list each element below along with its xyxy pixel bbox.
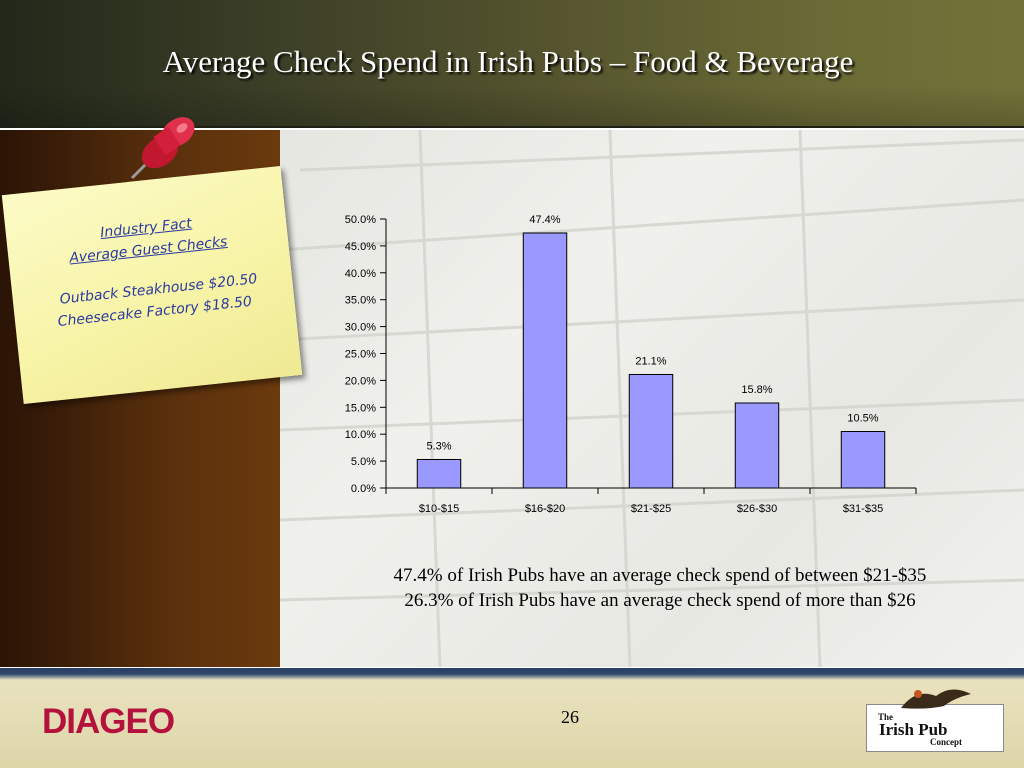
y-tick-label: 35.0% [345, 295, 376, 307]
bar-2 [628, 373, 674, 489]
data-label-1: 47.4% [529, 214, 560, 226]
footer-band [0, 668, 1024, 768]
y-tick-label: 45.0% [345, 241, 376, 253]
y-tick-label: 50.0% [345, 214, 376, 226]
data-label-4: 10.5% [847, 413, 878, 425]
pub-logo-text-the: The [878, 712, 894, 722]
slide-title: Average Check Spend in Irish Pubs – Food… [162, 44, 854, 79]
spreadsheet-background [280, 130, 1024, 667]
sticky-note: Industry Fact Average Guest Checks Outba… [1, 165, 303, 405]
y-tick-label: 0.0% [351, 483, 376, 495]
x-tick-label: $31-$35 [843, 503, 883, 515]
x-tick-label: $21-$25 [631, 503, 671, 515]
bar-1 [522, 232, 568, 489]
diageo-logo: DIAGEO [42, 702, 175, 741]
data-label-3: 15.8% [741, 384, 772, 396]
data-label-0: 5.3% [426, 440, 451, 452]
bar-4 [840, 431, 886, 489]
y-tick-label: 15.0% [345, 402, 376, 414]
header-band [0, 0, 1024, 128]
pushpin-icon [130, 117, 195, 180]
chart-caption: 47.4% of Irish Pubs have an average chec… [300, 563, 1020, 613]
pub-logo-text-concept: Concept [930, 737, 962, 747]
y-axis: 0.0% 5.0% 10.0% 15.0% 20.0% 25.0% 30.0% 35.0% 40… [345, 214, 387, 495]
x-tick-label: $26-$30 [737, 503, 777, 515]
pub-logo-text-irish-pub: Irish Pub [879, 720, 948, 739]
sticky-note-wrapper: Industry Fact Average Guest Checks Outba… [1, 165, 303, 405]
pub-logo-bird-icon [901, 689, 971, 709]
y-tick-label: 5.0% [351, 456, 376, 468]
page-number: 26 [561, 707, 579, 727]
y-tick-label: 20.0% [345, 375, 376, 387]
y-tick-label: 30.0% [345, 322, 376, 334]
x-axis: $10-$15 $16-$20 $21-$25 $26-$30 $31-$35 [385, 487, 917, 515]
y-tick-label: 25.0% [345, 349, 376, 361]
x-tick-label: $16-$20 [525, 503, 565, 515]
data-label-2: 21.1% [635, 355, 666, 367]
bars [416, 232, 886, 489]
x-tick-label: $10-$15 [419, 503, 459, 515]
caption-line-2: 26.3% of Irish Pubs have an average chec… [404, 590, 916, 611]
caption-line-1: 47.4% of Irish Pubs have an average chec… [393, 565, 927, 586]
y-tick-label: 10.0% [345, 429, 376, 441]
y-tick-label: 40.0% [345, 268, 376, 280]
bar-0 [416, 458, 462, 489]
bar-3 [734, 402, 780, 489]
data-labels: 5.3% 47.4% 21.1% 15.8% 10.5% [426, 214, 878, 452]
